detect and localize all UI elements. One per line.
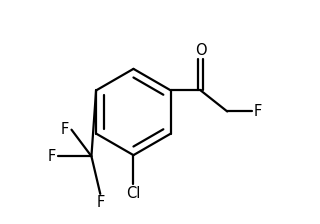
Text: F: F — [253, 104, 261, 119]
Text: O: O — [195, 43, 206, 58]
Text: F: F — [61, 122, 69, 137]
Text: F: F — [48, 149, 56, 164]
Text: F: F — [96, 195, 104, 210]
Text: Cl: Cl — [126, 186, 141, 201]
